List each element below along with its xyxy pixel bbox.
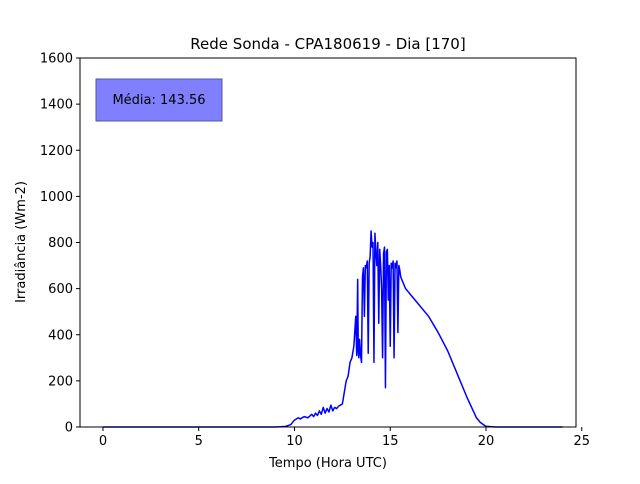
x-tick-label: 10 [286, 434, 303, 449]
mean-annotation: Média: 143.56 [95, 78, 223, 122]
x-tick-label: 15 [382, 434, 399, 449]
y-axis-ticks: 0 200 400 600 800 1000 1200 1400 1600 [40, 52, 80, 436]
y-tick-label: 1200 [40, 144, 73, 159]
plot-area [102, 230, 563, 428]
y-tick-label: 600 [48, 282, 73, 297]
y-tick-label: 400 [48, 328, 73, 343]
y-tick-label: 800 [48, 236, 73, 251]
x-tick-label: 25 [573, 434, 590, 449]
axes-frame [79, 57, 577, 428]
x-tick-label: 20 [478, 434, 495, 449]
x-tick-label: 5 [195, 434, 203, 449]
y-tick-label: 1000 [40, 190, 73, 205]
x-axis-label: Tempo (Hora UTC) [268, 456, 387, 471]
series-line-0 [102, 230, 563, 428]
chart-title: Rede Sonda - CPA180619 - Dia [170] [190, 35, 465, 53]
mean-annotation-box [95, 78, 223, 122]
y-axis-label: Irradiância (Wm-2) [14, 181, 29, 303]
mean-annotation-text: Média: 143.56 [112, 93, 205, 108]
y-tick-label: 1600 [40, 52, 73, 67]
y-tick-label: 0 [65, 421, 73, 436]
y-tick-label: 200 [48, 374, 73, 389]
x-tick-label: 0 [99, 434, 107, 449]
x-axis-ticks: 0 5 10 15 20 25 [99, 427, 590, 449]
y-tick-label: 1400 [40, 98, 73, 113]
